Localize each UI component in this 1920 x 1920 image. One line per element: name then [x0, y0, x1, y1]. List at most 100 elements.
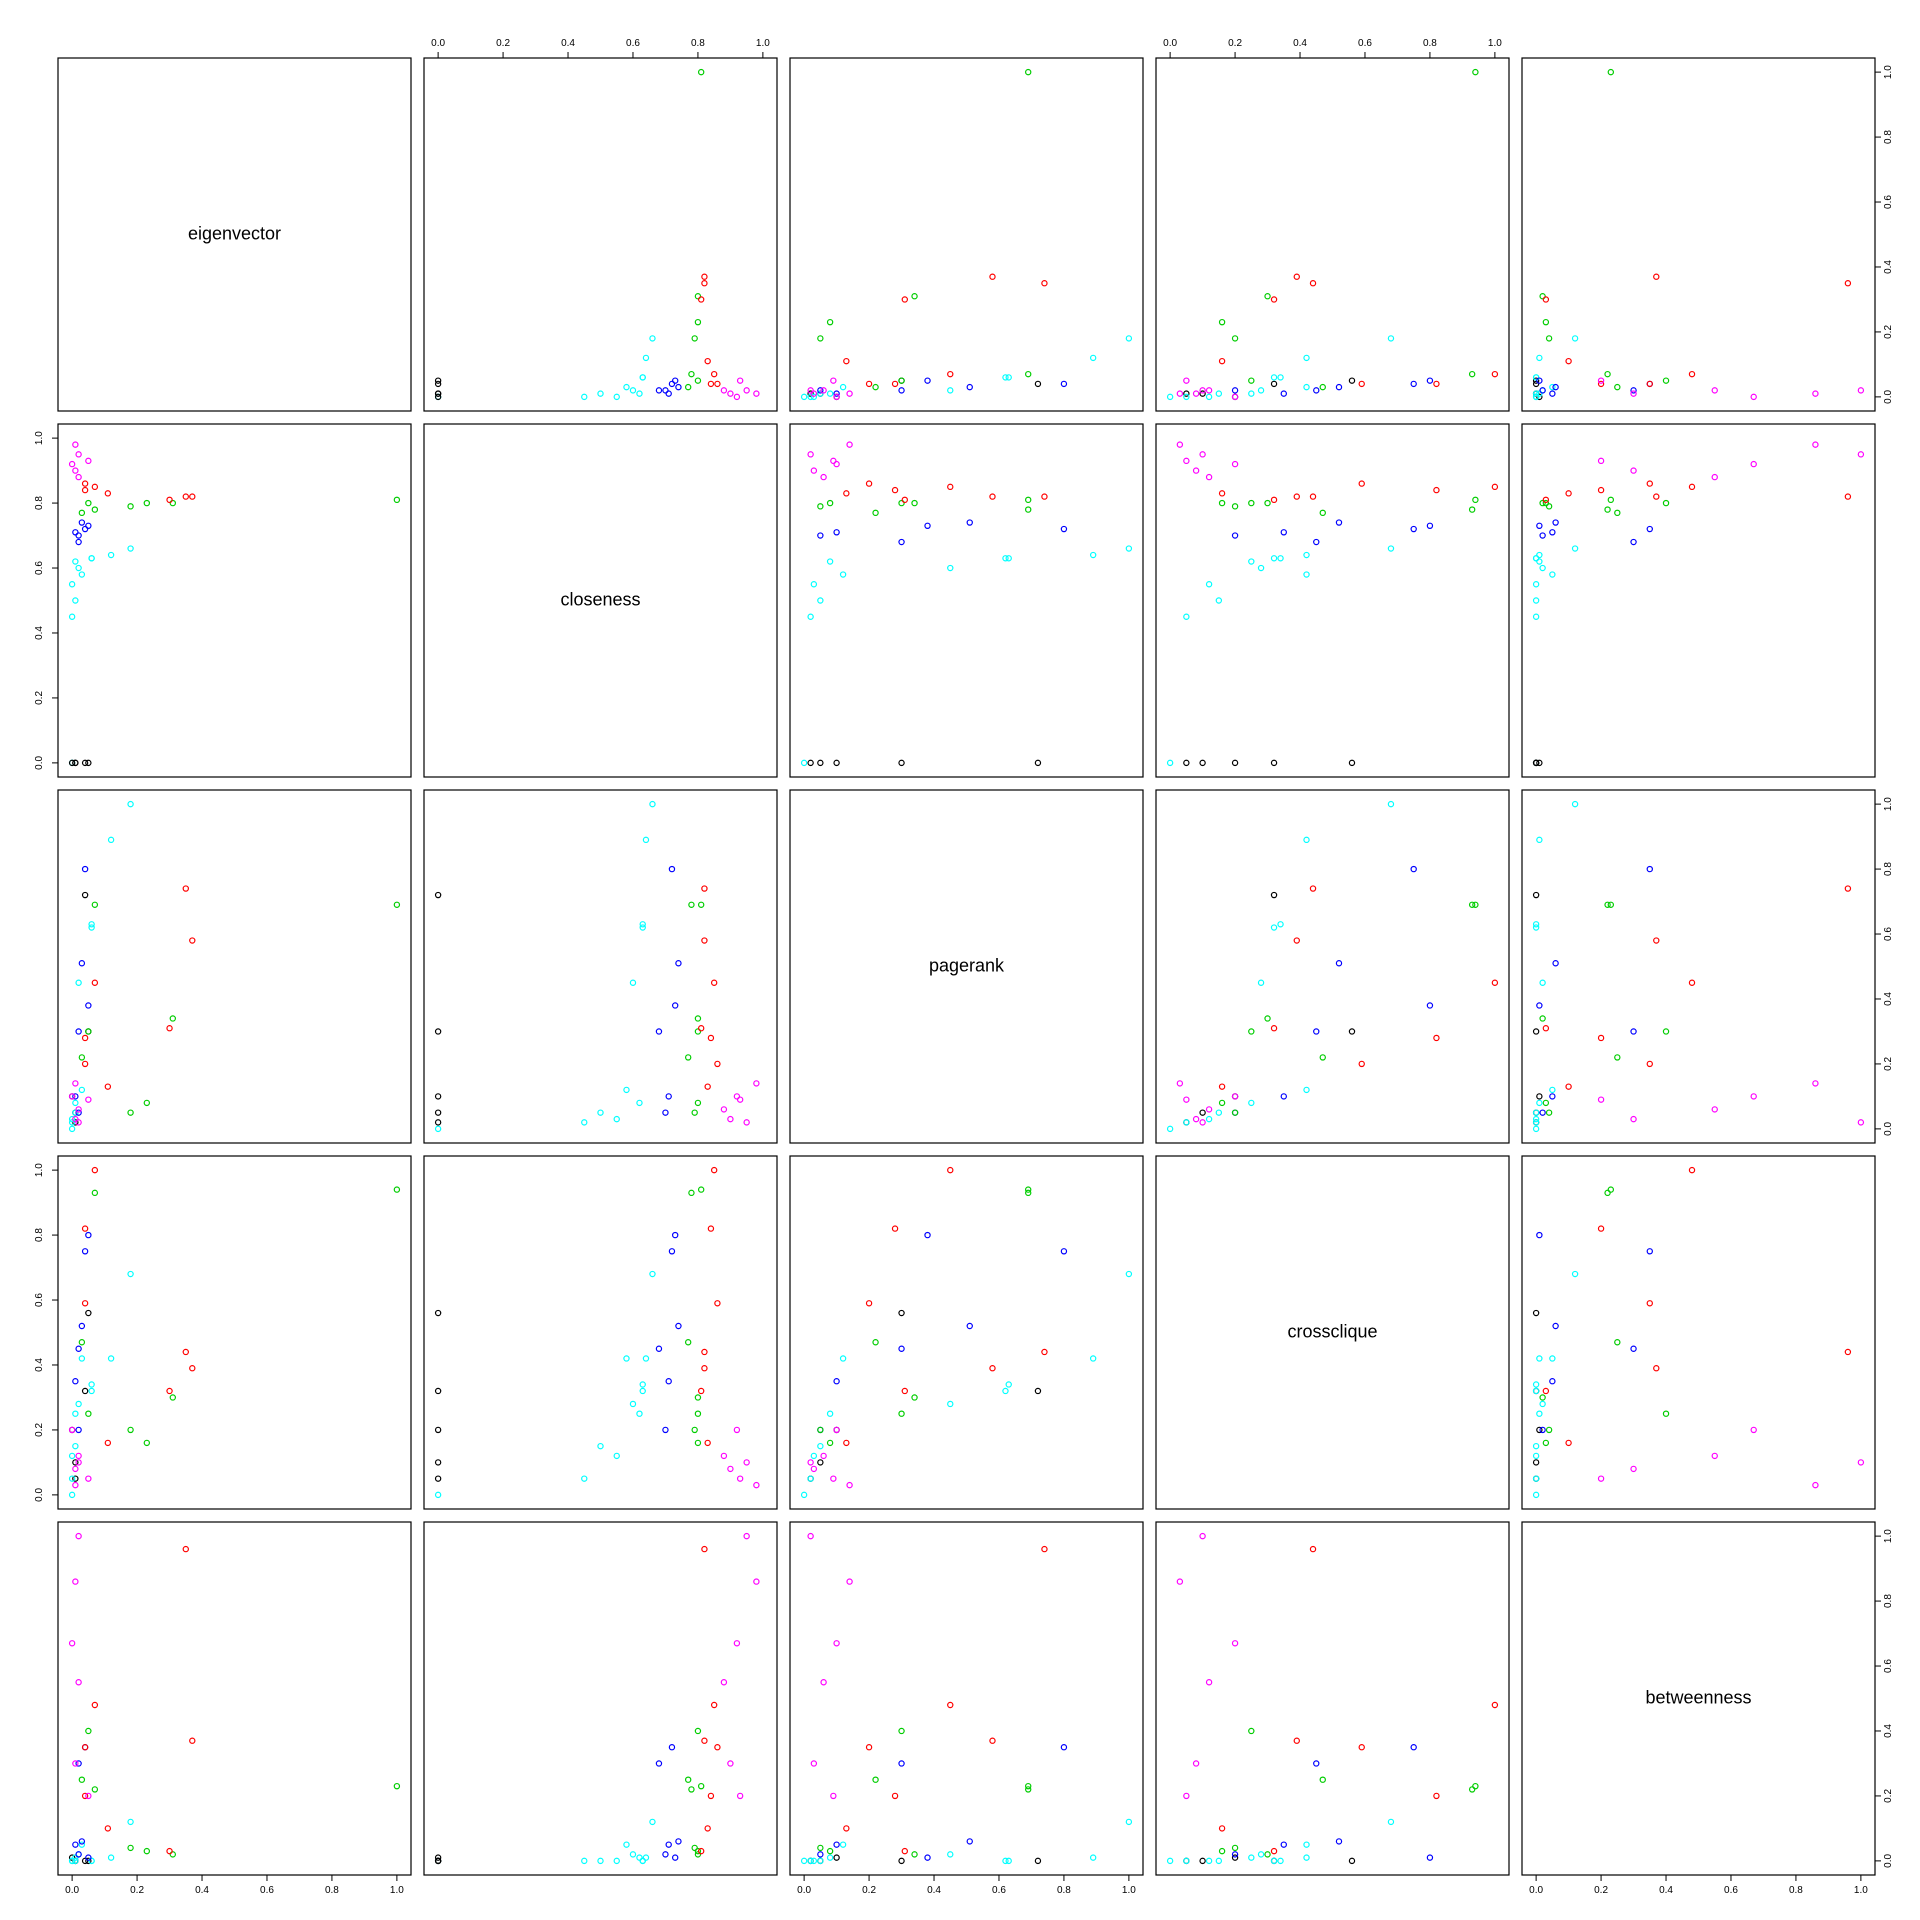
point-crossclique-vs-closeness [666, 1379, 671, 1384]
point-eigenvector-vs-closeness [686, 385, 691, 390]
point-eigenvector-vs-closeness [676, 385, 681, 390]
point-eigenvector-vs-pagerank [834, 394, 839, 399]
point-eigenvector-vs-betweenness [1712, 388, 1717, 393]
point-closeness-vs-crossclique [1177, 442, 1182, 447]
point-crossclique-vs-betweenness [1858, 1460, 1863, 1465]
y-tick-label-right-pagerank: 1.0 [1883, 797, 1894, 811]
point-eigenvector-vs-crossclique [1320, 385, 1325, 390]
point-eigenvector-vs-closeness [582, 394, 587, 399]
point-betweenness-vs-crossclique [1314, 1761, 1319, 1766]
point-pagerank-vs-betweenness [1540, 980, 1545, 985]
point-eigenvector-vs-betweenness [1813, 391, 1818, 396]
point-eigenvector-vs-betweenness [1572, 336, 1577, 341]
point-betweenness-vs-pagerank [990, 1738, 995, 1743]
point-pagerank-vs-betweenness [1537, 1100, 1542, 1105]
point-crossclique-vs-closeness [695, 1411, 700, 1416]
point-crossclique-vs-eigenvector [73, 1483, 78, 1488]
point-crossclique-vs-eigenvector [79, 1356, 84, 1361]
point-eigenvector-vs-closeness [705, 359, 710, 364]
point-pagerank-vs-crossclique [1492, 980, 1497, 985]
point-pagerank-vs-crossclique [1206, 1117, 1211, 1122]
x-tick-label-top-crossclique: 0.2 [1228, 38, 1242, 49]
point-pagerank-vs-eigenvector [76, 980, 81, 985]
point-eigenvector-vs-crossclique [1177, 391, 1182, 396]
point-betweenness-vs-closeness [689, 1787, 694, 1792]
point-eigenvector-vs-pagerank [899, 378, 904, 383]
point-betweenness-vs-closeness [676, 1839, 681, 1844]
x-tick-label-bottom-eigenvector: 0.8 [325, 1885, 339, 1896]
point-betweenness-vs-eigenvector [183, 1547, 188, 1552]
point-pagerank-vs-eigenvector [76, 1107, 81, 1112]
point-betweenness-vs-crossclique [1411, 1745, 1416, 1750]
point-crossclique-vs-pagerank [892, 1226, 897, 1231]
point-pagerank-vs-closeness [692, 1110, 697, 1115]
y-tick-label-right-betweenness: 0.2 [1883, 1789, 1894, 1803]
point-pagerank-vs-crossclique [1249, 1029, 1254, 1034]
y-tick-label-right-eigenvector: 0.6 [1883, 195, 1894, 209]
point-betweenness-vs-crossclique [1177, 1579, 1182, 1584]
x-tick-label-bottom-pagerank: 0.2 [862, 1885, 876, 1896]
point-betweenness-vs-pagerank [808, 1534, 813, 1539]
point-betweenness-vs-crossclique [1336, 1839, 1341, 1844]
point-pagerank-vs-betweenness [1858, 1120, 1863, 1125]
point-pagerank-vs-betweenness [1712, 1107, 1717, 1112]
point-eigenvector-vs-pagerank [1035, 381, 1040, 386]
panel-closeness-vs-pagerank [790, 424, 1143, 777]
x-tick-label-top-closeness: 0.4 [561, 38, 575, 49]
point-crossclique-vs-pagerank [821, 1453, 826, 1458]
point-pagerank-vs-crossclique [1194, 1117, 1199, 1122]
point-eigenvector-vs-crossclique [1281, 391, 1286, 396]
point-closeness-vs-eigenvector [79, 520, 84, 525]
point-pagerank-vs-eigenvector [79, 1087, 84, 1092]
point-eigenvector-vs-crossclique [1304, 355, 1309, 360]
point-closeness-vs-pagerank [1091, 552, 1096, 557]
point-pagerank-vs-crossclique [1200, 1120, 1205, 1125]
point-closeness-vs-pagerank [818, 598, 823, 603]
point-crossclique-vs-closeness [650, 1271, 655, 1276]
point-pagerank-vs-eigenvector [86, 1003, 91, 1008]
point-pagerank-vs-closeness [637, 1100, 642, 1105]
point-eigenvector-vs-betweenness [1543, 297, 1548, 302]
x-tick-label-bottom-betweenness: 0.0 [1529, 1885, 1543, 1896]
point-eigenvector-vs-crossclique [1427, 378, 1432, 383]
point-pagerank-vs-betweenness [1534, 1110, 1539, 1115]
point-crossclique-vs-betweenness [1534, 1388, 1539, 1393]
point-pagerank-vs-closeness [436, 1110, 441, 1115]
point-closeness-vs-crossclique [1320, 510, 1325, 515]
point-pagerank-vs-crossclique [1232, 1094, 1237, 1099]
point-betweenness-vs-closeness [624, 1842, 629, 1847]
point-eigenvector-vs-pagerank [1126, 336, 1131, 341]
panel-closeness-vs-crossclique [1156, 424, 1509, 777]
point-crossclique-vs-closeness [702, 1366, 707, 1371]
point-closeness-vs-eigenvector [144, 500, 149, 505]
point-pagerank-vs-betweenness [1572, 802, 1577, 807]
point-betweenness-vs-eigenvector [73, 1579, 78, 1584]
point-betweenness-vs-pagerank [818, 1858, 823, 1863]
point-closeness-vs-crossclique [1427, 523, 1432, 528]
point-pagerank-vs-closeness [744, 1120, 749, 1125]
point-pagerank-vs-crossclique [1271, 925, 1276, 930]
point-crossclique-vs-closeness [614, 1453, 619, 1458]
point-eigenvector-vs-crossclique [1310, 281, 1315, 286]
point-crossclique-vs-closeness [673, 1232, 678, 1237]
point-pagerank-vs-eigenvector [79, 1055, 84, 1060]
point-pagerank-vs-eigenvector [83, 1035, 88, 1040]
point-crossclique-vs-betweenness [1550, 1356, 1555, 1361]
point-betweenness-vs-pagerank [948, 1852, 953, 1857]
point-crossclique-vs-eigenvector [73, 1466, 78, 1471]
point-pagerank-vs-crossclique [1216, 1110, 1221, 1115]
y-tick-label-left-crossclique: 0.4 [34, 1358, 45, 1372]
x-tick-label-top-closeness: 0.8 [691, 38, 705, 49]
point-betweenness-vs-crossclique [1304, 1842, 1309, 1847]
point-closeness-vs-pagerank [1126, 546, 1131, 551]
point-betweenness-vs-pagerank [873, 1777, 878, 1782]
point-eigenvector-vs-pagerank [828, 391, 833, 396]
point-betweenness-vs-pagerank [1035, 1858, 1040, 1863]
point-betweenness-vs-pagerank [834, 1842, 839, 1847]
x-tick-label-bottom-eigenvector: 0.0 [65, 1885, 79, 1896]
point-pagerank-vs-eigenvector [144, 1100, 149, 1105]
point-eigenvector-vs-pagerank [1061, 381, 1066, 386]
point-pagerank-vs-crossclique [1258, 980, 1263, 985]
point-betweenness-vs-crossclique [1194, 1761, 1199, 1766]
point-betweenness-vs-eigenvector [76, 1852, 81, 1857]
